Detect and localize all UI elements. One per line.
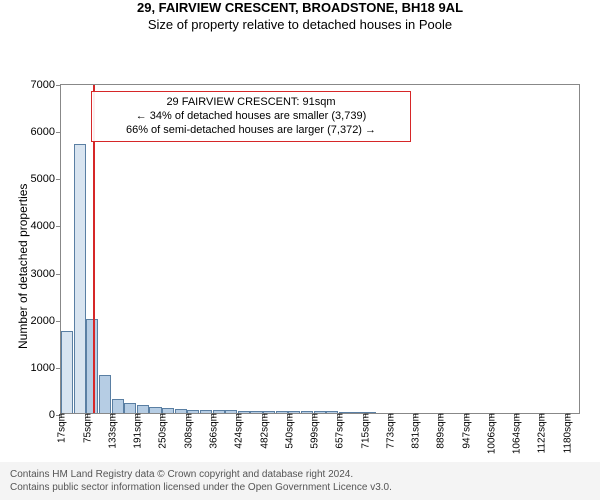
x-tick-label: 715sqm bbox=[358, 413, 371, 449]
x-tick-label: 482sqm bbox=[257, 413, 270, 449]
histogram-bar bbox=[74, 144, 86, 413]
x-tick-label: 424sqm bbox=[232, 413, 245, 449]
x-tick-label: 133sqm bbox=[105, 413, 118, 449]
annotation-line: 29 FAIRVIEW CRESCENT: 91sqm bbox=[98, 96, 404, 110]
page-title: 29, FAIRVIEW CRESCENT, BROADSTONE, BH18 … bbox=[0, 0, 600, 15]
x-tick-label: 1006sqm bbox=[484, 413, 497, 454]
annotation-line: ← 34% of detached houses are smaller (3,… bbox=[98, 110, 404, 124]
footer-line: Contains public sector information licen… bbox=[10, 481, 590, 494]
x-tick-label: 1180sqm bbox=[560, 413, 573, 453]
histogram-bar bbox=[124, 403, 136, 413]
x-tick-label: 773sqm bbox=[383, 413, 396, 449]
y-axis-label: Number of detached properties bbox=[16, 184, 30, 349]
x-tick-label: 599sqm bbox=[308, 413, 321, 449]
x-tick-label: 308sqm bbox=[181, 413, 194, 449]
annotation-box: 29 FAIRVIEW CRESCENT: 91sqm← 34% of deta… bbox=[91, 91, 411, 142]
page-subtitle: Size of property relative to detached ho… bbox=[0, 17, 600, 32]
x-tick-label: 75sqm bbox=[80, 413, 93, 443]
x-tick-label: 540sqm bbox=[282, 413, 295, 449]
x-tick-label: 250sqm bbox=[156, 413, 169, 449]
x-tick-label: 831sqm bbox=[409, 413, 422, 449]
attribution-footer: Contains HM Land Registry data © Crown c… bbox=[0, 462, 600, 500]
histogram-bar bbox=[137, 405, 149, 413]
x-tick-label: 366sqm bbox=[206, 413, 219, 449]
plot-area: 0100020003000400050006000700017sqm75sqm1… bbox=[60, 84, 580, 414]
x-tick-label: 889sqm bbox=[434, 413, 447, 449]
x-tick-label: 17sqm bbox=[55, 413, 68, 443]
histogram-bar bbox=[112, 399, 124, 413]
x-tick-label: 947sqm bbox=[459, 413, 472, 449]
histogram-bar bbox=[99, 375, 111, 413]
x-tick-label: 1122sqm bbox=[535, 413, 548, 453]
x-tick-label: 657sqm bbox=[333, 413, 346, 449]
x-tick-label: 1064sqm bbox=[510, 413, 523, 454]
annotation-line: 66% of semi-detached houses are larger (… bbox=[98, 124, 404, 138]
footer-line: Contains HM Land Registry data © Crown c… bbox=[10, 468, 590, 481]
histogram-bar bbox=[61, 331, 73, 414]
x-tick-label: 191sqm bbox=[131, 413, 144, 449]
